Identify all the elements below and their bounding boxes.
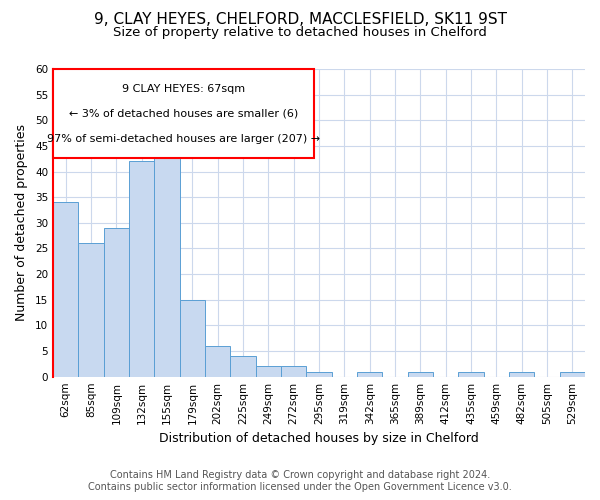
Bar (53, 202, 79, 376)
Bar (129, 162, 154, 376)
Bar (79, 244, 104, 376)
Bar (154, 130, 180, 376)
Text: Contains public sector information licensed under the Open Government Licence v3: Contains public sector information licen… (88, 482, 512, 492)
Bar (256, 366, 281, 376)
Bar (104, 228, 129, 376)
Text: 9, CLAY HEYES, CHELFORD, MACCLESFIELD, SK11 9ST: 9, CLAY HEYES, CHELFORD, MACCLESFIELD, S… (94, 12, 506, 27)
Bar (307, 372, 332, 376)
Bar (357, 372, 382, 376)
Bar (230, 356, 256, 376)
Bar (560, 372, 585, 376)
Text: ← 3% of detached houses are smaller (6): ← 3% of detached houses are smaller (6) (69, 108, 298, 118)
Bar (281, 366, 307, 376)
Bar (180, 300, 205, 376)
Text: 97% of semi-detached houses are larger (207) →: 97% of semi-detached houses are larger (… (47, 134, 320, 143)
Text: Size of property relative to detached houses in Chelford: Size of property relative to detached ho… (113, 26, 487, 39)
Bar (509, 372, 535, 376)
Y-axis label: Number of detached properties: Number of detached properties (15, 124, 28, 322)
Bar (205, 346, 230, 376)
Text: 9 CLAY HEYES: 67sqm: 9 CLAY HEYES: 67sqm (122, 84, 245, 94)
Bar (407, 372, 433, 376)
Bar (458, 372, 484, 376)
X-axis label: Distribution of detached houses by size in Chelford: Distribution of detached houses by size … (159, 432, 479, 445)
Text: Contains HM Land Registry data © Crown copyright and database right 2024.: Contains HM Land Registry data © Crown c… (110, 470, 490, 480)
